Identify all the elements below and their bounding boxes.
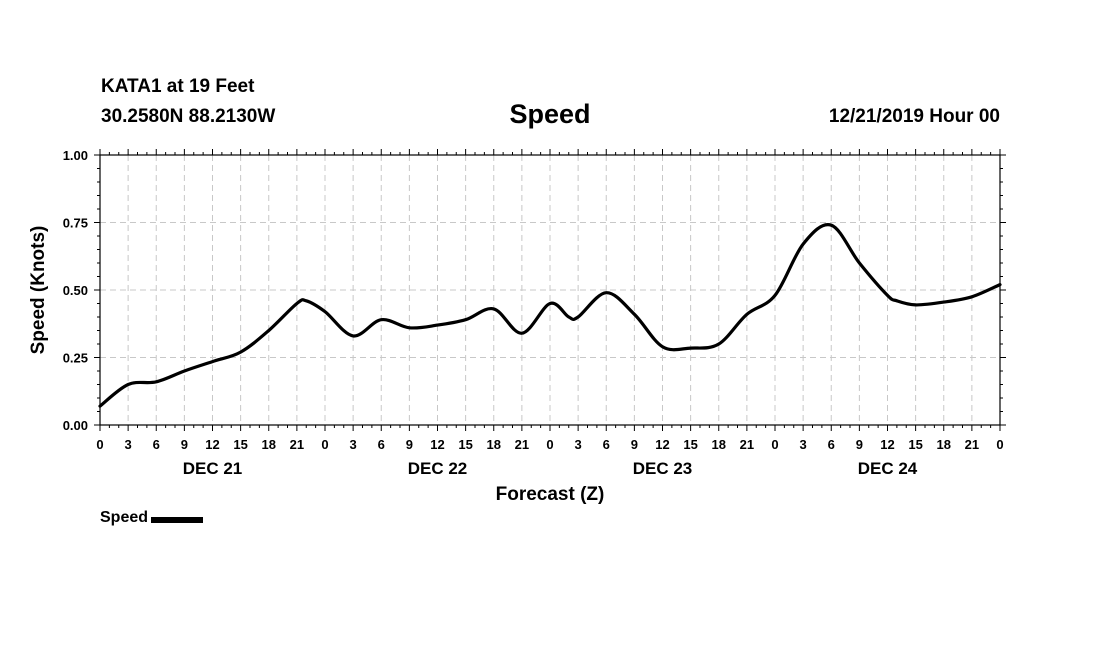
- x-tick-label: 3: [575, 437, 582, 452]
- x-tick-label: 0: [546, 437, 553, 452]
- x-tick-label: 12: [430, 437, 444, 452]
- x-tick-label: 9: [856, 437, 863, 452]
- x-tick-label: 15: [908, 437, 922, 452]
- day-label: DEC 22: [408, 459, 468, 478]
- chart-title: Speed: [509, 99, 591, 129]
- x-tick-label: 12: [655, 437, 669, 452]
- x-tick-label: 21: [740, 437, 754, 452]
- forecast-timestamp: 12/21/2019 Hour 00: [828, 106, 1000, 127]
- x-tick-label: 3: [350, 437, 357, 452]
- x-tick-label: 18: [487, 437, 501, 452]
- x-tick-label: 21: [515, 437, 529, 452]
- y-tick-label: 1.00: [63, 148, 88, 163]
- x-tick-label: 12: [880, 437, 894, 452]
- x-tick-label: 3: [125, 437, 132, 452]
- x-tick-label: 6: [828, 437, 835, 452]
- x-tick-label: 21: [290, 437, 304, 452]
- day-label: DEC 21: [183, 459, 243, 478]
- x-tick-label: 18: [712, 437, 726, 452]
- station-coordinates: 30.2580N 88.2130W: [101, 106, 276, 127]
- x-tick-label: 6: [378, 437, 385, 452]
- y-tick-label: 0.75: [63, 216, 88, 231]
- x-tick-label: 18: [262, 437, 276, 452]
- legend: Speed: [100, 509, 204, 527]
- x-tick-label: 0: [321, 437, 328, 452]
- x-tick-label: 18: [937, 437, 951, 452]
- x-tick-label: 15: [233, 437, 247, 452]
- legend-label: Speed: [100, 509, 149, 526]
- y-tick-label: 0.25: [63, 351, 88, 366]
- day-label: DEC 23: [633, 459, 693, 478]
- x-tick-label: 15: [458, 437, 472, 452]
- y-axis-title: Speed (Knots): [28, 226, 49, 355]
- x-tick-label: 0: [96, 437, 103, 452]
- x-axis-title: Forecast (Z): [496, 484, 605, 505]
- x-tick-label: 0: [996, 437, 1003, 452]
- y-tick-label: 0.50: [63, 283, 88, 298]
- x-tick-label: 0: [771, 437, 778, 452]
- series-line-speed: [98, 223, 1002, 408]
- x-tick-label: 3: [800, 437, 807, 452]
- y-tick-label: 0.00: [63, 418, 88, 433]
- day-label: DEC 24: [858, 459, 918, 478]
- station-label: KATA1 at 19 Feet: [101, 76, 255, 97]
- x-tick-label: 6: [603, 437, 610, 452]
- legend-swatch: [151, 516, 204, 523]
- x-tick-label: 21: [965, 437, 979, 452]
- x-tick-label: 15: [683, 437, 697, 452]
- x-tick-label: 9: [631, 437, 638, 452]
- x-tick-label: 9: [406, 437, 413, 452]
- x-tick-label: 12: [205, 437, 219, 452]
- x-tick-label: 6: [153, 437, 160, 452]
- x-tick-label: 9: [181, 437, 188, 452]
